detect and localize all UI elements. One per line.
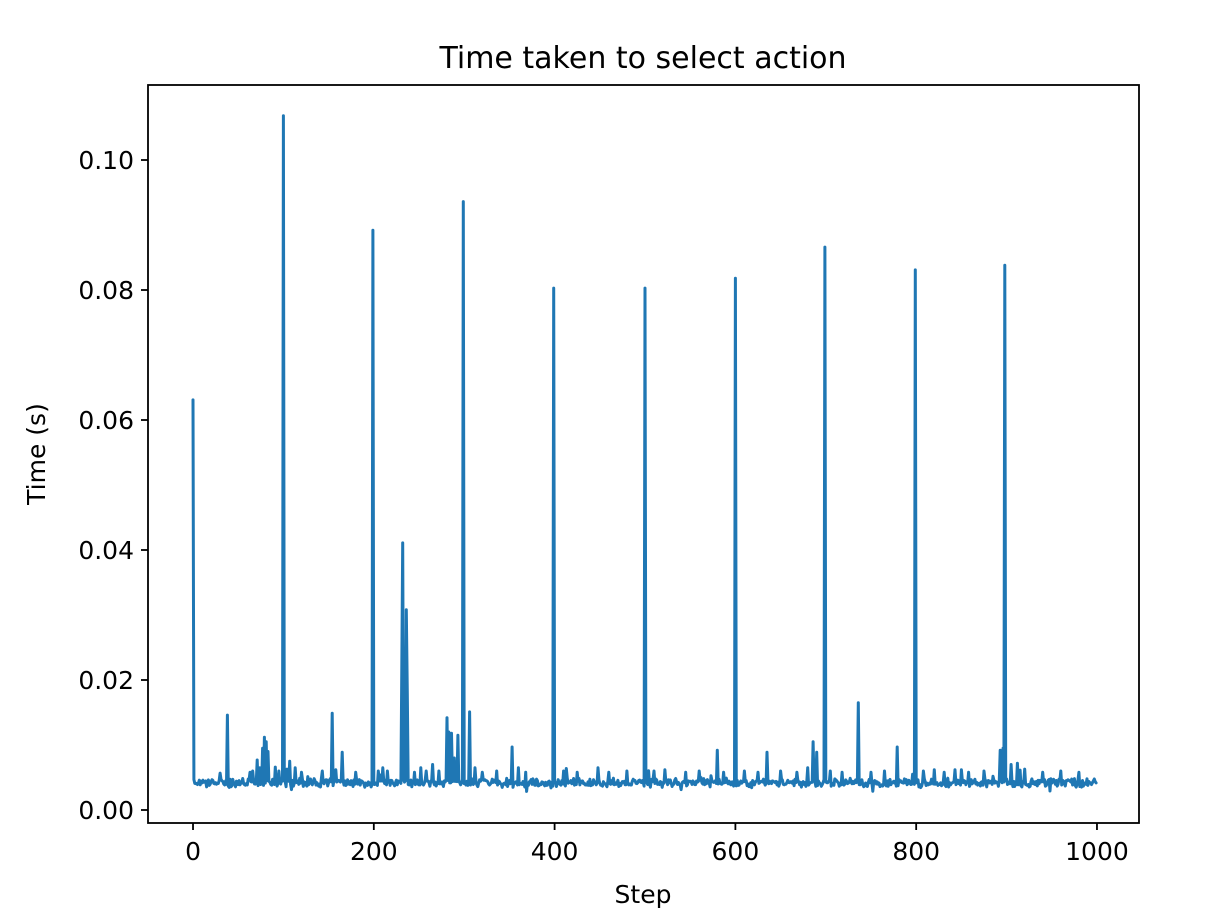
- x-tick-label: 600: [712, 837, 760, 866]
- y-tick-label: 0.04: [78, 536, 134, 565]
- x-tick-label: 200: [350, 837, 398, 866]
- x-tick-label: 1000: [1065, 837, 1129, 866]
- plot-title: Time taken to select action: [438, 41, 846, 76]
- y-axis-label: Time (s): [22, 403, 51, 506]
- x-axis-label: Step: [615, 880, 672, 909]
- y-tick-label: 0.02: [78, 666, 134, 695]
- x-tick-label: 0: [185, 837, 201, 866]
- x-tick-label: 400: [531, 837, 579, 866]
- x-tick-label: 800: [892, 837, 940, 866]
- y-tick-label: 0.10: [78, 146, 134, 175]
- y-tick-label: 0.06: [78, 406, 134, 435]
- time-series-line: [191, 114, 1098, 793]
- y-tick-label: 0.08: [78, 276, 134, 305]
- y-tick-label: 0.00: [78, 796, 134, 825]
- axis-ticks: 0 200 400 600 800 1000 0.00 0.02 0.04 0.06 0.08 0.1…: [78, 146, 1128, 866]
- line-series: [191, 114, 1098, 793]
- axes-spines: [147, 84, 1140, 824]
